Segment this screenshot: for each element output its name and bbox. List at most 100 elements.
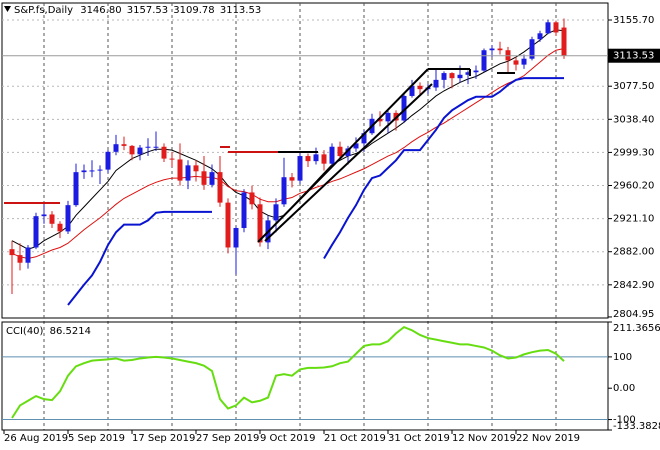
ohlc-low: 3109.78	[173, 5, 214, 16]
candle-body	[297, 156, 303, 181]
ohlc-close: 3113.53	[220, 5, 261, 16]
candle-body	[289, 177, 295, 181]
indicator-line	[11, 325, 565, 419]
candle-body	[353, 143, 359, 149]
y-tick-label: 2921.10	[613, 214, 654, 225]
x-tick-label: 17 Sep 2019	[132, 433, 195, 444]
candle-body	[193, 165, 199, 172]
candle-body	[529, 39, 535, 59]
candle-body	[177, 159, 183, 181]
candle-body	[49, 214, 55, 224]
y-tick-label: 2804.95	[613, 309, 654, 320]
candle-body	[33, 216, 39, 248]
x-tick-label: 22 Nov 2019	[516, 433, 580, 444]
candle-body	[409, 85, 415, 96]
plot-frame	[1, 321, 609, 431]
candle-body	[545, 22, 551, 34]
candle-body	[169, 158, 175, 160]
candle-body	[321, 154, 327, 164]
x-tick-label: 5 Sep 2019	[68, 433, 125, 444]
indicator-name: CCI(40)	[6, 326, 44, 337]
candle-body	[481, 50, 487, 71]
x-tick-label: 31 Oct 2019	[388, 433, 450, 444]
y-tick-label: -100	[613, 415, 636, 426]
candle-body	[89, 170, 95, 172]
y-tick-label: 2882.00	[613, 247, 654, 258]
candle-body	[145, 146, 151, 148]
candle-body	[257, 204, 263, 243]
candle-body	[377, 118, 383, 122]
overlay-line	[67, 77, 564, 306]
candle-body	[161, 146, 167, 159]
y-tick-label: 2842.90	[613, 280, 654, 291]
candle-body	[209, 172, 215, 185]
last-price-tag	[608, 48, 660, 63]
candle-body	[217, 172, 223, 203]
x-tick-label: 21 Oct 2019	[324, 433, 386, 444]
candle-body	[233, 228, 239, 248]
candle-body	[433, 79, 439, 88]
y-tick-label: 100	[613, 352, 632, 363]
candle-body	[305, 156, 311, 162]
y-tick-label: 0.00	[613, 383, 635, 394]
candle-body	[137, 147, 143, 155]
candle-body	[185, 165, 191, 181]
candle-body	[513, 60, 519, 65]
candle-body	[401, 95, 407, 121]
candle-body	[113, 144, 119, 152]
candle-body	[465, 72, 471, 75]
candle-body	[17, 255, 23, 263]
candle-body	[105, 151, 111, 170]
x-tick-label: 26 Aug 2019	[4, 433, 68, 444]
trend-line	[264, 83, 433, 242]
candle-body	[65, 205, 71, 232]
x-tick-label: 27 Sep 2019	[196, 433, 259, 444]
candle-body	[521, 58, 527, 65]
candle-body	[81, 170, 87, 173]
trend-line	[257, 68, 429, 243]
candle-body	[97, 169, 103, 171]
menu-triangle	[4, 6, 11, 12]
y-tick-label: 3077.50	[613, 81, 654, 92]
candle-body	[121, 144, 127, 146]
y-tick-label: 3038.40	[613, 114, 654, 125]
candle-body	[441, 73, 447, 80]
plot-frame	[1, 2, 609, 319]
candle-body	[41, 214, 47, 217]
candle-body	[473, 70, 479, 73]
ohlc-open: 3146.80	[80, 5, 121, 16]
candle-body	[225, 202, 231, 248]
candle-body	[417, 85, 423, 90]
candle-body	[329, 146, 335, 164]
candle-body	[497, 48, 503, 51]
y-tick-label: 211.3656	[613, 323, 660, 334]
candle-body	[385, 112, 391, 122]
last-price-label: 3113.53	[613, 51, 654, 62]
y-tick-label: 2960.20	[613, 181, 654, 192]
candle-body	[337, 146, 343, 157]
candle-body	[361, 133, 367, 144]
indicator-value: 86.5214	[50, 326, 91, 337]
y-tick-label: 2999.30	[613, 147, 654, 158]
x-tick-label: 9 Oct 2019	[260, 433, 315, 444]
y-tick-label: -133.3828	[613, 421, 660, 432]
candle-body	[73, 172, 79, 206]
x-tick-label: 12 Nov 2019	[452, 433, 516, 444]
candle-body	[9, 249, 15, 256]
candle-body	[537, 33, 543, 40]
symbol-title: S&P.fs,Daily	[14, 5, 73, 16]
candle-body	[449, 73, 455, 79]
overlay-line	[11, 48, 565, 259]
candle-body	[57, 223, 63, 232]
candle-body	[129, 145, 135, 155]
candle-body	[281, 177, 287, 205]
candle-body	[345, 148, 351, 157]
ohlc-high: 3157.53	[127, 5, 168, 16]
candle-body	[25, 247, 31, 263]
candle-body	[153, 146, 159, 148]
indicator-title: CCI(40) 86.5214	[6, 326, 91, 337]
candle-body	[273, 204, 279, 221]
candle-body	[249, 192, 255, 205]
